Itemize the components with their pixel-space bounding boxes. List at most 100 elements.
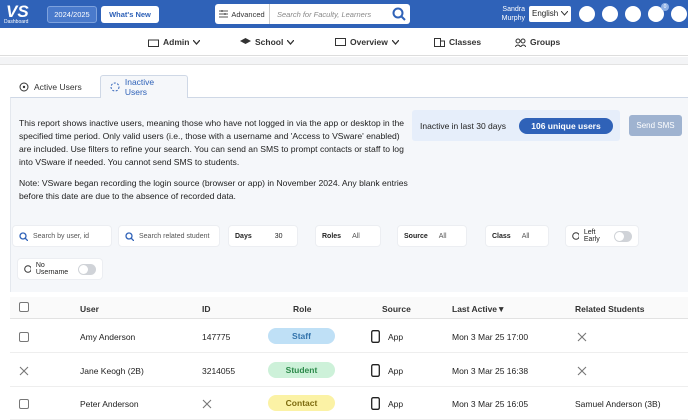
nav-bar: Admin School Overview Classes Groups [0, 28, 688, 56]
empty-icon [19, 366, 29, 375]
phone-icon [371, 397, 380, 410]
nav-label: Groups [530, 37, 561, 47]
nav-item[interactable]: Groups [515, 37, 560, 47]
language: English [532, 9, 559, 18]
filter-icon [219, 10, 229, 18]
tab-label: Active Users [34, 81, 82, 92]
chevron [561, 11, 568, 16]
whats-new-button[interactable]: What's New [101, 6, 159, 23]
no-username-filter[interactable]: No Username [17, 258, 103, 280]
filter-value: All [438, 232, 447, 240]
source: App [388, 365, 404, 376]
placeholder: Search by user, id [33, 232, 90, 240]
chevron [391, 39, 399, 45]
description-note: Note: VSware began recording the login s… [19, 178, 408, 201]
search-placeholder: Search for Faculty, Learners [277, 10, 372, 19]
nav-icon [148, 39, 159, 47]
left-early-filter[interactable]: Left Early [565, 225, 639, 247]
user-name: Jane Keogh (2B) [80, 365, 144, 376]
row-checkbox[interactable] [19, 399, 29, 409]
filter-label: Days [235, 232, 252, 240]
chevron [193, 39, 201, 45]
search-icon [19, 231, 28, 241]
user-id: 147775 [202, 332, 231, 342]
related-students: Samuel Anderson (3B) [575, 399, 661, 409]
filter-value: 30 [274, 232, 283, 240]
nav-icon [240, 37, 251, 44]
table-row[interactable]: Amy Anderson 147775 Staff App Mon 3 Mar 25 1… [10, 320, 688, 353]
source-icon [371, 330, 380, 345]
search-box[interactable]: Advanced Search for Faculty, Learners [215, 4, 410, 24]
column-header[interactable]: User [80, 304, 99, 314]
role-badge: Staff [268, 328, 335, 344]
source-filter[interactable]: Source All [397, 225, 467, 247]
last-active: Mon 3 Mar 25 16:05 [452, 399, 529, 409]
nav-item[interactable]: Overview [335, 37, 399, 47]
toggle[interactable] [614, 230, 632, 242]
source: App [388, 332, 404, 342]
nav-icon [434, 37, 445, 47]
filter-label: Roles [322, 232, 342, 240]
tab-icon [19, 82, 29, 91]
source: App [388, 399, 404, 409]
table-row[interactable]: Peter Anderson Contact App Mon 3 Mar 25 16:… [10, 387, 688, 420]
empty-icon [577, 332, 587, 342]
mail-icon[interactable] [648, 6, 664, 22]
description-paragraph: This report shows inactive users, meanin… [19, 118, 405, 167]
select-all-checkbox[interactable] [19, 302, 29, 312]
phone-icon [371, 330, 380, 343]
info-icon [24, 265, 31, 273]
days-filter[interactable]: Days 30 [228, 225, 298, 247]
related-students [577, 332, 587, 344]
column-header[interactable]: Source [382, 304, 411, 314]
row-checkbox[interactable] [19, 332, 29, 342]
nav-item[interactable]: School [240, 37, 295, 47]
column-header[interactable]: Last Active▼ [452, 304, 506, 314]
settings-icon[interactable] [602, 6, 618, 22]
summary-box: Inactive in last 30 days 106 unique user… [412, 110, 620, 141]
advanced-label: Advanced [231, 9, 265, 19]
last-active: Mon 3 Mar 25 16:38 [452, 365, 529, 376]
mail-badge: 0 [661, 3, 669, 11]
related-students [577, 366, 587, 378]
column-header[interactable]: Related Students [575, 304, 645, 314]
search-icon[interactable] [392, 7, 406, 21]
nav-item[interactable]: Classes [434, 37, 481, 47]
student-search[interactable]: Search related student [118, 225, 220, 247]
empty-icon [202, 399, 212, 409]
filter-value: All [521, 232, 530, 240]
last-active: Mon 3 Mar 25 17:00 [452, 332, 529, 342]
summary-count: 106 unique users [519, 118, 613, 134]
nav-icon [515, 38, 526, 47]
help-icon[interactable] [625, 6, 641, 22]
user-search[interactable]: Search by user, id [12, 225, 112, 247]
year-selector[interactable]: 2024/2025 [47, 6, 97, 23]
send-sms-button[interactable]: Send SMS [629, 115, 682, 136]
rocket-icon[interactable] [579, 6, 595, 22]
nav-label: Overview [350, 37, 388, 47]
table-header [10, 297, 688, 319]
user-id: 3214055 [202, 365, 236, 376]
class-filter[interactable]: Class All [485, 225, 549, 247]
toggle[interactable] [77, 263, 96, 275]
roles-filter[interactable]: Roles All [315, 225, 381, 247]
advanced-search[interactable]: Advanced [215, 4, 270, 24]
notifications-icon[interactable] [671, 6, 687, 22]
search-icon [125, 231, 134, 241]
checkbox-disabled [19, 366, 29, 378]
user-name[interactable]: Sandra Murphy [501, 6, 525, 22]
logo-subtitle: Dashboard [4, 19, 29, 25]
source-icon [371, 363, 380, 379]
column-header[interactable]: Role [293, 304, 312, 314]
tab[interactable]: Active Users [10, 75, 91, 98]
nav-item[interactable]: Admin [148, 37, 201, 47]
language-select[interactable]: English [529, 6, 571, 22]
tab-icon [110, 82, 120, 92]
logo[interactable]: VS [6, 2, 29, 21]
tab-active[interactable]: Inactive Users [100, 75, 188, 98]
section-band [0, 57, 688, 65]
nav-icon [335, 37, 346, 46]
table-row[interactable]: Jane Keogh (2B) 3214055 Student App Mon 3 Ma… [10, 354, 688, 387]
column-header[interactable]: ID [202, 304, 211, 314]
summary-label: Inactive in last 30 days [420, 121, 506, 131]
